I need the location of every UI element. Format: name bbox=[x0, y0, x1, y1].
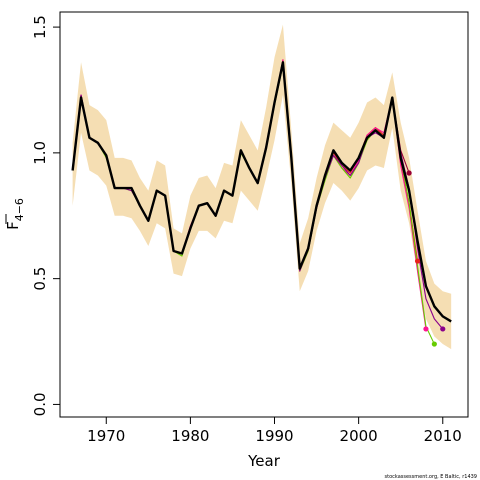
x-axis: 1970 1980 1990 2000 2010 bbox=[87, 416, 462, 445]
y-axis-title-subscript: 4−6 bbox=[13, 198, 26, 221]
y-tick-label: 1.0 bbox=[31, 141, 49, 165]
x-tick-label: 1970 bbox=[87, 427, 125, 445]
series-end-point-3 bbox=[423, 326, 429, 332]
y-tick-label: 0.0 bbox=[31, 392, 49, 416]
x-tick-label: 1980 bbox=[171, 427, 209, 445]
confidence-band-layer bbox=[72, 24, 452, 350]
series-end-point-2 bbox=[431, 341, 437, 347]
y-axis: 0.0 0.5 1.0 1.5 bbox=[31, 15, 61, 416]
series-end-point-5 bbox=[406, 170, 412, 176]
x-tick-label: 1990 bbox=[255, 427, 293, 445]
series-layer bbox=[71, 59, 452, 345]
series-end-point-1 bbox=[440, 326, 446, 332]
y-axis-title: F4−6 bbox=[4, 198, 26, 230]
end-points-layer bbox=[406, 170, 446, 347]
y-tick-label: 1.5 bbox=[31, 15, 49, 39]
source-note: stockassessment.org, E Baltic, r1439 bbox=[385, 474, 477, 480]
svg-text:F4−6: F4−6 bbox=[4, 198, 26, 230]
y-axis-title-main: F bbox=[4, 221, 22, 230]
y-tick-label: 0.5 bbox=[31, 267, 49, 291]
x-tick-label: 2010 bbox=[424, 427, 462, 445]
x-axis-title: Year bbox=[247, 452, 281, 470]
series-line-main bbox=[71, 61, 452, 323]
series-end-point-4 bbox=[414, 258, 421, 264]
x-tick-label: 2000 bbox=[340, 427, 378, 445]
confidence-band bbox=[72, 24, 452, 350]
